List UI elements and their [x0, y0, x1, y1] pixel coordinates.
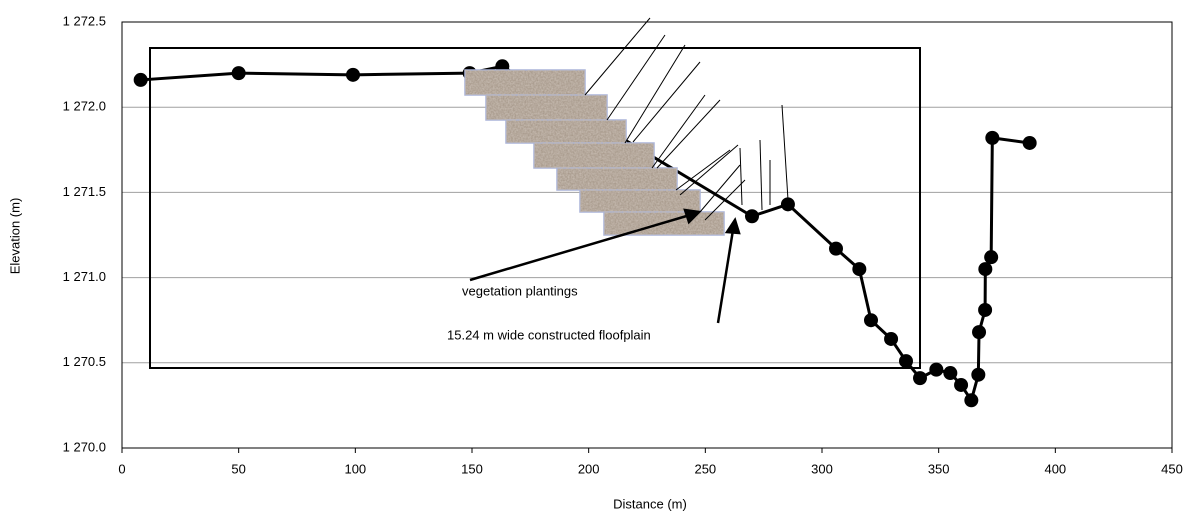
data-point [852, 262, 867, 277]
data-point [954, 377, 969, 392]
x-tick-label: 50 [231, 461, 245, 476]
annotation: vegetation plantings [462, 283, 578, 298]
x-tick-label: 150 [461, 461, 483, 476]
data-point [978, 302, 993, 317]
annotation: 15.24 m wide constructed floofplain [447, 327, 651, 342]
data-point [1022, 135, 1037, 150]
data-point [231, 66, 246, 81]
data-point [964, 393, 979, 408]
data-point [884, 331, 899, 346]
x-tick-label: 100 [344, 461, 366, 476]
data-point [929, 362, 944, 377]
thick-arrows [469, 208, 741, 324]
gravel-texture [465, 70, 724, 235]
x-tick-label: 450 [1161, 461, 1183, 476]
x-tick-label: 400 [1044, 461, 1066, 476]
data-point [913, 371, 927, 386]
y-tick-label: 1 271.0 [63, 269, 106, 284]
data-point [972, 325, 987, 340]
x-tick-label: 0 [118, 461, 125, 476]
y-axis-label: Elevation (m) [7, 198, 22, 275]
data-point [984, 250, 999, 265]
data-point [829, 241, 843, 256]
data-point [864, 313, 878, 328]
y-tick-label: 1 272.5 [63, 13, 106, 28]
x-axis-label: Distance (m) [613, 496, 687, 511]
y-tick-label: 1 272.0 [63, 99, 106, 114]
data-point [971, 367, 986, 382]
data-point [745, 209, 759, 224]
thin-arrows [584, 17, 789, 221]
x-tick-label: 350 [928, 461, 950, 476]
illustration: vegetation plantings 15.24 m wide constr… [149, 17, 921, 369]
y-tick-label: 1 271.5 [63, 184, 106, 199]
x-tick-label: 200 [578, 461, 600, 476]
data-point [346, 67, 360, 82]
data-point [943, 366, 958, 381]
x-tick-label: 300 [811, 461, 833, 476]
y-tick-label: 1 270.5 [63, 354, 106, 369]
y-tick-label: 1 270.0 [63, 439, 106, 454]
data-point [780, 197, 795, 212]
data-point [133, 72, 148, 87]
frame-box [149, 47, 921, 369]
data-point [899, 354, 913, 369]
x-tick-label: 250 [694, 461, 716, 476]
data-point [978, 262, 993, 277]
data-point [985, 130, 1000, 145]
